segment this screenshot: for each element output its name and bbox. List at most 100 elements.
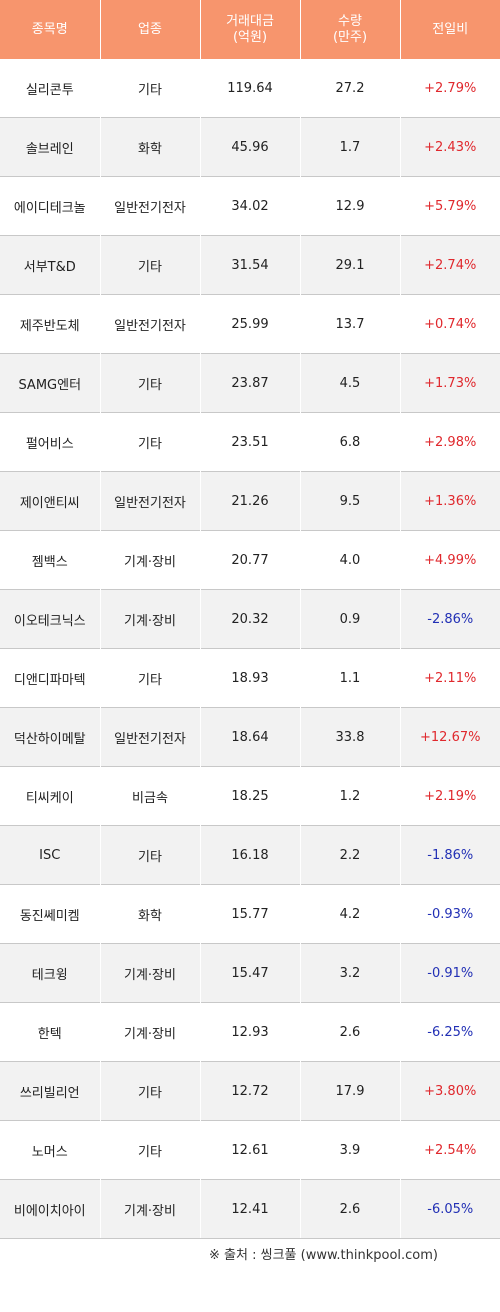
cell-volume: 2.6	[300, 1179, 401, 1238]
cell-change: +2.74%	[400, 235, 500, 295]
table-row: 쓰리빌리언 기타 12.72 17.9 +3.80%	[0, 1061, 500, 1121]
cell-change: -0.93%	[400, 884, 500, 944]
cell-volume: 0.9	[300, 589, 401, 649]
cell-name: ISC	[0, 825, 101, 885]
table-header: 종목명 업종 거래대금 (억원) 수량 (만주) 전일비	[0, 0, 500, 59]
cell-change: +2.79%	[400, 59, 500, 118]
cell-change: +1.36%	[400, 471, 500, 531]
cell-volume: 2.2	[300, 825, 401, 885]
cell-sector: 화학	[100, 884, 201, 944]
cell-volume: 4.2	[300, 884, 401, 944]
cell-amount: 15.47	[200, 943, 301, 1003]
cell-name: 젬백스	[0, 530, 101, 590]
cell-change: +3.80%	[400, 1061, 500, 1121]
cell-change: +2.19%	[400, 766, 500, 826]
cell-change: -0.91%	[400, 943, 500, 1003]
cell-volume: 12.9	[300, 176, 401, 236]
cell-amount: 20.32	[200, 589, 301, 649]
cell-sector: 기타	[100, 59, 201, 118]
table-row: 덕산하이메탈 일반전기전자 18.64 33.8 +12.67%	[0, 707, 500, 767]
table-row: 서부T&D 기타 31.54 29.1 +2.74%	[0, 235, 500, 295]
cell-amount: 45.96	[200, 117, 301, 177]
cell-volume: 3.9	[300, 1120, 401, 1180]
cell-sector: 기타	[100, 412, 201, 472]
cell-amount: 18.93	[200, 648, 301, 708]
cell-name: 덕산하이메탈	[0, 707, 101, 767]
header-amount: 거래대금 (억원)	[200, 0, 301, 59]
source-note: ※ 출처 : 씽크풀 (www.thinkpool.com)	[0, 1238, 500, 1279]
cell-volume: 6.8	[300, 412, 401, 472]
cell-volume: 17.9	[300, 1061, 401, 1121]
cell-volume: 1.7	[300, 117, 401, 177]
cell-name: 펄어비스	[0, 412, 101, 472]
cell-name: 테크윙	[0, 943, 101, 1003]
cell-name: 동진쎄미켐	[0, 884, 101, 944]
cell-sector: 기계·장비	[100, 530, 201, 590]
header-row: 종목명 업종 거래대금 (억원) 수량 (만주) 전일비	[0, 0, 500, 59]
cell-change: +2.43%	[400, 117, 500, 177]
cell-sector: 기계·장비	[100, 1002, 201, 1062]
cell-change: -6.05%	[400, 1179, 500, 1238]
cell-name: 솔브레인	[0, 117, 101, 177]
cell-change: +2.98%	[400, 412, 500, 472]
table-row: 티씨케이 비금속 18.25 1.2 +2.19%	[0, 766, 500, 826]
cell-change: +0.74%	[400, 294, 500, 354]
cell-volume: 3.2	[300, 943, 401, 1003]
cell-volume: 1.1	[300, 648, 401, 708]
cell-change: +4.99%	[400, 530, 500, 590]
cell-sector: 기계·장비	[100, 1179, 201, 1238]
cell-change: +1.73%	[400, 353, 500, 413]
cell-amount: 12.41	[200, 1179, 301, 1238]
cell-change: +5.79%	[400, 176, 500, 236]
cell-sector: 기계·장비	[100, 589, 201, 649]
cell-amount: 18.64	[200, 707, 301, 767]
table-row: 이오테크닉스 기계·장비 20.32 0.9 -2.86%	[0, 589, 500, 649]
cell-amount: 12.61	[200, 1120, 301, 1180]
cell-volume: 27.2	[300, 59, 401, 118]
cell-volume: 4.0	[300, 530, 401, 590]
cell-sector: 일반전기전자	[100, 176, 201, 236]
stock-table: 종목명 업종 거래대금 (억원) 수량 (만주) 전일비 실리콘투 기타 119.64 2…	[0, 0, 500, 1238]
cell-name: 에이디테크놀	[0, 176, 101, 236]
cell-name: 비에이치아이	[0, 1179, 101, 1238]
cell-amount: 20.77	[200, 530, 301, 590]
header-change: 전일비	[400, 0, 500, 59]
cell-name: 실리콘투	[0, 59, 101, 118]
cell-amount: 12.72	[200, 1061, 301, 1121]
cell-amount: 31.54	[200, 235, 301, 295]
cell-volume: 4.5	[300, 353, 401, 413]
cell-sector: 기타	[100, 648, 201, 708]
cell-sector: 일반전기전자	[100, 294, 201, 354]
cell-name: 서부T&D	[0, 235, 101, 295]
table-row: ISC 기타 16.18 2.2 -1.86%	[0, 825, 500, 885]
cell-sector: 일반전기전자	[100, 471, 201, 531]
cell-sector: 기계·장비	[100, 943, 201, 1003]
cell-sector: 비금속	[100, 766, 201, 826]
table-row: SAMG엔터 기타 23.87 4.5 +1.73%	[0, 353, 500, 413]
cell-change: +2.11%	[400, 648, 500, 708]
cell-sector: 기타	[100, 825, 201, 885]
cell-amount: 18.25	[200, 766, 301, 826]
table-body: 실리콘투 기타 119.64 27.2 +2.79% 솔브레인 화학 45.96 1.7 +2.4…	[0, 59, 500, 1238]
cell-amount: 23.87	[200, 353, 301, 413]
cell-amount: 15.77	[200, 884, 301, 944]
table-row: 실리콘투 기타 119.64 27.2 +2.79%	[0, 59, 500, 118]
cell-sector: 기타	[100, 353, 201, 413]
cell-amount: 16.18	[200, 825, 301, 885]
cell-change: -6.25%	[400, 1002, 500, 1062]
table-row: 디앤디파마텍 기타 18.93 1.1 +2.11%	[0, 648, 500, 708]
table-row: 제이앤티씨 일반전기전자 21.26 9.5 +1.36%	[0, 471, 500, 531]
cell-amount: 23.51	[200, 412, 301, 472]
cell-name: 제이앤티씨	[0, 471, 101, 531]
cell-change: -2.86%	[400, 589, 500, 649]
cell-change: +2.54%	[400, 1120, 500, 1180]
table-row: 테크윙 기계·장비 15.47 3.2 -0.91%	[0, 943, 500, 1003]
cell-amount: 34.02	[200, 176, 301, 236]
cell-name: 티씨케이	[0, 766, 101, 826]
cell-amount: 119.64	[200, 59, 301, 118]
table-row: 동진쎄미켐 화학 15.77 4.2 -0.93%	[0, 884, 500, 944]
table-row: 노머스 기타 12.61 3.9 +2.54%	[0, 1120, 500, 1180]
cell-name: 노머스	[0, 1120, 101, 1180]
table-row: 펄어비스 기타 23.51 6.8 +2.98%	[0, 412, 500, 472]
cell-amount: 21.26	[200, 471, 301, 531]
